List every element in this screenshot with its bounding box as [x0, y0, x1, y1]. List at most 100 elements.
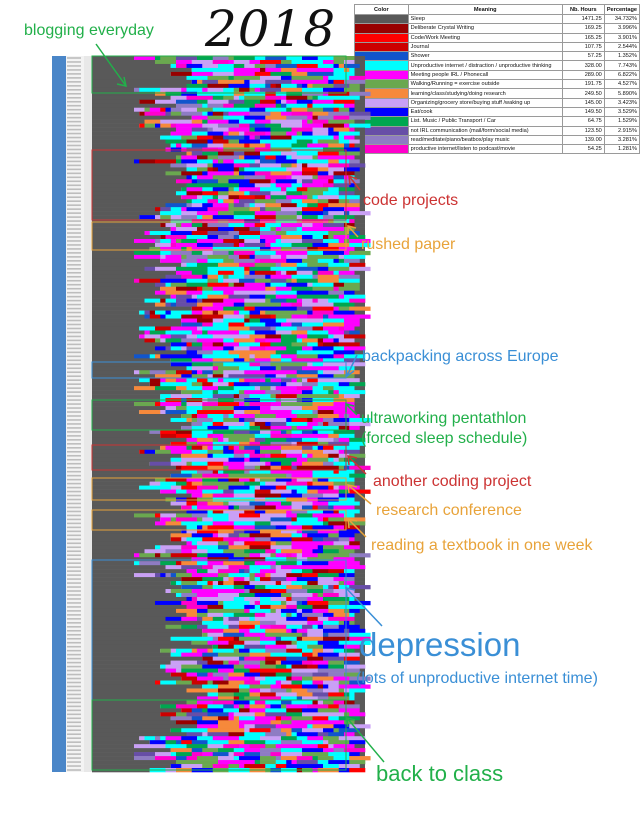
activity-block — [307, 533, 329, 538]
activity-block — [291, 421, 308, 427]
activity-block — [270, 752, 282, 757]
activity-block — [254, 103, 277, 109]
activity-block — [333, 752, 350, 757]
activity-block — [307, 254, 319, 260]
activity-block — [233, 187, 240, 192]
activity-block — [349, 425, 361, 431]
activity-block — [307, 616, 319, 622]
activity-block — [176, 191, 187, 196]
activity-block — [291, 358, 308, 363]
activity-block — [165, 171, 182, 176]
activity-block — [270, 179, 277, 184]
activity-block — [344, 525, 361, 530]
activity-block — [176, 465, 182, 470]
activity-block — [344, 577, 355, 582]
activity-block — [165, 338, 182, 343]
activity-block — [349, 306, 371, 311]
date-label-stub — [67, 264, 81, 266]
activity-block — [181, 549, 193, 554]
activity-block — [317, 640, 340, 646]
activity-block — [275, 103, 282, 109]
activity-block — [328, 704, 340, 709]
activity-block — [207, 433, 214, 439]
activity-block — [249, 569, 261, 574]
activity-block — [191, 549, 208, 554]
activity-block — [312, 417, 324, 423]
activity-block — [333, 183, 350, 188]
date-label-stub — [67, 450, 81, 453]
activity-block — [281, 103, 287, 109]
activity-block — [312, 410, 319, 415]
activity-block — [249, 437, 256, 443]
activity-block — [260, 207, 266, 212]
activity-block — [197, 600, 219, 606]
day-sleep-block — [354, 477, 365, 482]
day-sleep-block — [354, 183, 365, 188]
activity-block — [270, 433, 292, 439]
activity-block — [249, 700, 256, 705]
activity-block — [260, 756, 277, 761]
day-sleep-block — [354, 461, 365, 467]
activity-block — [254, 203, 266, 208]
activity-block — [170, 238, 177, 244]
activity-block — [275, 569, 292, 574]
activity-block — [281, 163, 292, 168]
day-sleep-block — [359, 672, 365, 677]
activity-block — [207, 708, 224, 713]
activity-block — [349, 417, 371, 423]
activity-block — [302, 585, 324, 590]
activity-block — [212, 589, 235, 594]
activity-block — [218, 167, 235, 172]
activity-block — [176, 56, 198, 61]
day-sleep-block — [354, 469, 365, 474]
activity-block — [312, 111, 329, 116]
activity-block — [291, 469, 313, 474]
activity-block — [344, 688, 350, 693]
activity-block — [338, 294, 345, 299]
activity-block — [181, 736, 198, 741]
activity-block — [186, 123, 193, 128]
activity-block — [244, 561, 256, 566]
activity-block — [338, 620, 345, 626]
activity-block — [244, 453, 250, 459]
activity-block — [223, 549, 245, 554]
activity-block — [286, 612, 292, 618]
activity-block — [349, 390, 366, 395]
activity-block — [317, 553, 340, 558]
date-label-stub — [67, 196, 81, 199]
activity-block — [254, 290, 277, 295]
activity-block — [281, 79, 292, 85]
activity-block — [312, 525, 334, 530]
activity-block — [134, 752, 156, 757]
activity-block — [291, 330, 308, 335]
activity-block — [249, 402, 271, 407]
activity-block — [317, 199, 329, 204]
activity-block — [186, 207, 208, 212]
activity-block — [312, 290, 329, 295]
date-label-stub — [67, 502, 81, 505]
activity-block — [333, 354, 340, 359]
activity-block — [328, 600, 350, 606]
activity-block — [344, 79, 366, 85]
activity-block — [323, 589, 334, 594]
activity-block — [170, 417, 187, 423]
activity-block — [202, 632, 208, 638]
another-coding-arrow — [347, 455, 367, 475]
activity-block — [317, 406, 334, 411]
activity-block — [197, 242, 214, 248]
activity-block — [197, 545, 219, 550]
ultraworking-arrowhead — [345, 403, 355, 412]
date-label-stub — [67, 757, 81, 759]
date-label-stub — [67, 77, 81, 79]
activity-block — [312, 302, 334, 307]
activity-block — [160, 378, 166, 383]
activity-block — [323, 680, 329, 685]
activity-block — [207, 573, 219, 578]
activity-block — [317, 155, 334, 160]
date-label-stub — [67, 443, 81, 445]
activity-block — [244, 585, 256, 590]
activity-block — [312, 692, 329, 697]
activity-block — [191, 79, 198, 85]
date-label-stub — [67, 403, 81, 405]
day-sleep-block — [92, 740, 150, 745]
